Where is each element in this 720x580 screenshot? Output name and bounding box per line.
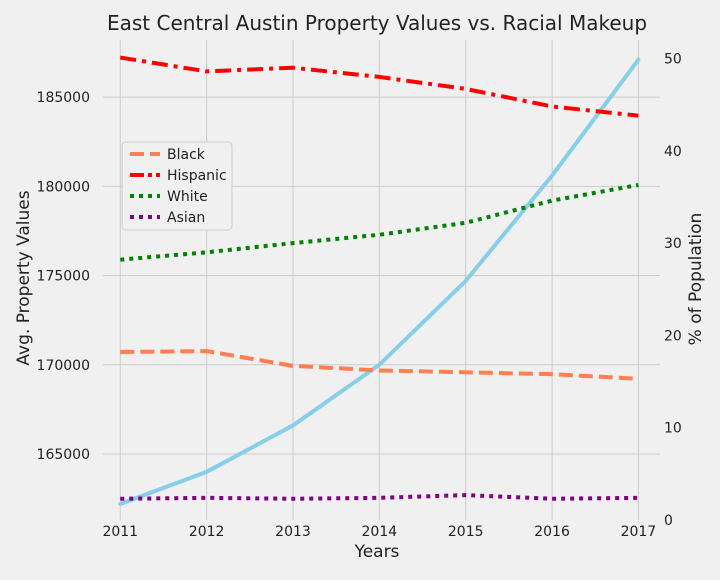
x-tick-label: 2012 — [189, 524, 225, 540]
x-tick-label: 2013 — [275, 524, 311, 540]
left-y-axis-label: Avg. Property Values — [14, 190, 34, 365]
right-y-axis-label: % of Population — [686, 213, 706, 346]
right-y-tick-label: 10 — [664, 421, 682, 437]
right-y-tick-label: 50 — [664, 51, 682, 67]
chart-title: East Central Austin Property Values vs. … — [107, 11, 647, 35]
x-tick-label: 2017 — [621, 524, 657, 540]
legend-label-white: White — [167, 189, 208, 205]
property-value-series — [118, 57, 641, 506]
legend: Black Hispanic White Asian — [121, 141, 233, 231]
left-y-tick-label: 170000 — [37, 358, 90, 374]
x-tick-label: 2016 — [534, 524, 570, 540]
left-y-tick-label: 165000 — [37, 447, 90, 463]
property-value-line — [118, 57, 641, 506]
left-y-tick-label: 180000 — [37, 179, 90, 195]
right-y-tick-label: 0 — [664, 513, 673, 529]
right-y-tick-label: 40 — [664, 144, 682, 160]
x-tick-label: 2011 — [102, 524, 138, 540]
legend-label-hispanic: Hispanic — [167, 168, 227, 184]
population-series — [119, 55, 639, 501]
series-line-black — [120, 349, 639, 381]
grid-lines — [103, 40, 660, 520]
x-tick-label: 2014 — [362, 524, 398, 540]
x-axis-label: Years — [354, 542, 400, 562]
legend-box — [121, 141, 233, 231]
left-y-tick-label: 185000 — [37, 90, 90, 106]
x-tick-label: 2015 — [448, 524, 484, 540]
right-y-axis-ticks: 0 10 20 30 40 50 — [664, 51, 682, 529]
x-axis-ticks: 2011 2012 2013 2014 2015 2016 2017 — [102, 524, 656, 540]
right-y-tick-label: 30 — [664, 236, 682, 252]
legend-label-black: Black — [167, 147, 206, 163]
legend-label-asian: Asian — [167, 210, 205, 226]
right-y-tick-label: 20 — [664, 328, 682, 344]
series-line-hispanic — [119, 55, 639, 118]
left-y-axis-ticks: 165000 170000 175000 180000 185000 — [37, 90, 90, 463]
left-y-tick-label: 175000 — [37, 269, 90, 285]
